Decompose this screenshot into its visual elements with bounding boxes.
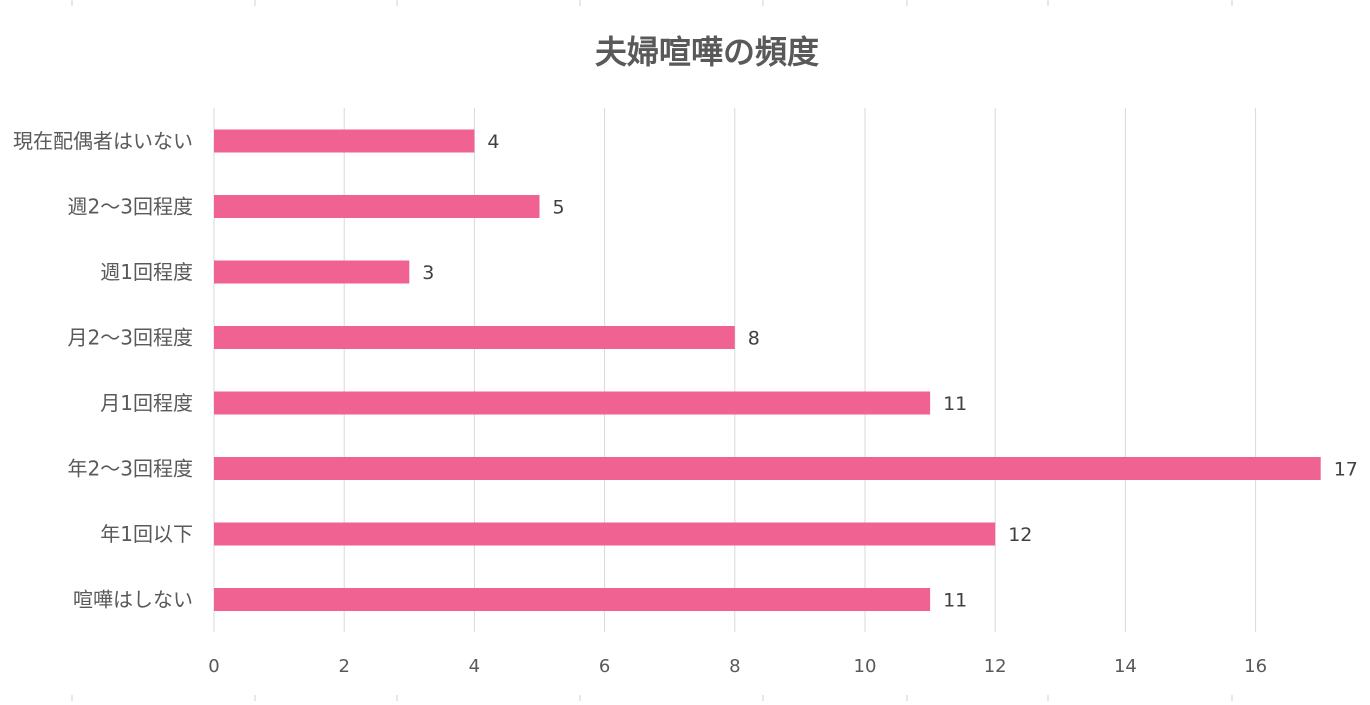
x-tick-label: 16 bbox=[1244, 656, 1267, 677]
chart-title: 夫婦喧嘩の頻度 bbox=[595, 33, 819, 71]
category-label: 年1回以下 bbox=[100, 522, 193, 546]
x-tick-label: 2 bbox=[338, 656, 349, 677]
x-tick-label: 6 bbox=[599, 656, 610, 677]
data-labels: 4 5 3 8 11 17 12 11 bbox=[422, 131, 1358, 612]
x-tick-label: 0 bbox=[208, 656, 219, 677]
bar bbox=[214, 260, 410, 284]
bar bbox=[214, 588, 931, 611]
category-labels: 現在配偶者はいない週2〜3回程度週1回程度月2〜3回程度月1回程度年2〜3回程度… bbox=[13, 129, 193, 612]
category-label: 年2〜3回程度 bbox=[68, 457, 193, 481]
category-label: 週2〜3回程度 bbox=[68, 195, 193, 219]
data-label: 4 bbox=[487, 131, 499, 153]
category-label: 喧嘩はしない bbox=[73, 588, 193, 612]
category-label: 現在配偶者はいない bbox=[13, 129, 193, 153]
bar bbox=[214, 391, 931, 415]
data-label: 12 bbox=[1008, 524, 1032, 546]
data-label: 8 bbox=[748, 328, 760, 350]
x-tick-label: 12 bbox=[984, 656, 1007, 677]
x-tick-label: 4 bbox=[469, 656, 480, 677]
data-label: 17 bbox=[1334, 459, 1358, 481]
bar bbox=[214, 522, 996, 546]
bar bbox=[214, 129, 475, 153]
data-label: 11 bbox=[943, 590, 967, 612]
bar bbox=[214, 195, 540, 218]
x-tick-label: 10 bbox=[854, 656, 877, 677]
x-tick-label: 14 bbox=[1114, 656, 1137, 677]
bars bbox=[214, 129, 1321, 611]
category-label: 週1回程度 bbox=[100, 260, 193, 284]
frame-edge-ticks bbox=[71, 0, 1233, 701]
category-label: 月2〜3回程度 bbox=[68, 326, 193, 350]
data-label: 5 bbox=[553, 197, 565, 219]
data-label: 11 bbox=[943, 393, 967, 415]
x-tick-label: 8 bbox=[729, 656, 740, 677]
bar bbox=[214, 326, 735, 349]
bar bbox=[214, 457, 1321, 480]
category-label: 月1回程度 bbox=[100, 391, 193, 415]
x-tick-labels: 0 2 4 6 8 10 12 14 16 bbox=[208, 656, 1267, 677]
data-label: 3 bbox=[422, 262, 434, 284]
gridlines bbox=[213, 108, 1257, 632]
